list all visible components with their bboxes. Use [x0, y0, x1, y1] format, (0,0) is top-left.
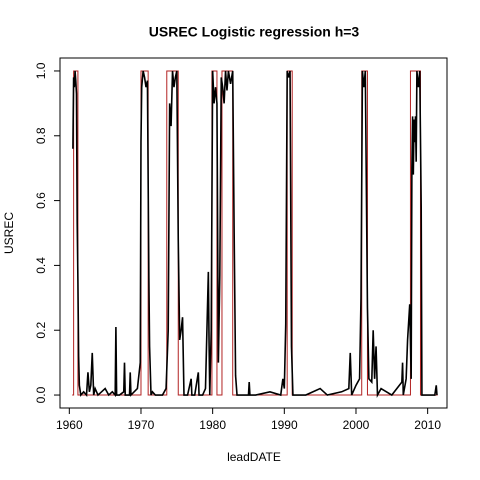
x-tick-label: 1990: [271, 418, 298, 432]
y-tick-label: 0.6: [34, 192, 48, 209]
plot-box: [59, 57, 448, 409]
y-tick-label: 0.8: [34, 127, 48, 144]
x-tick-label: 2000: [343, 418, 370, 432]
y-tick-label: 0.0: [34, 386, 48, 403]
y-axis-label: USREC: [2, 212, 16, 254]
y-tick-label: 1.0: [34, 62, 48, 79]
series-line: [72, 70, 438, 398]
chart-title: USREC Logistic regression h=3: [149, 24, 360, 40]
x-tick-label: 2010: [414, 418, 441, 432]
y-tick-label: 0.4: [34, 257, 48, 274]
x-tick-label: 1970: [128, 418, 155, 432]
x-axis-label: leadDATE: [227, 450, 281, 464]
x-tick-label: 1980: [199, 418, 226, 432]
x-tick-label: 1960: [56, 418, 83, 432]
y-tick-label: 0.2: [34, 322, 48, 339]
